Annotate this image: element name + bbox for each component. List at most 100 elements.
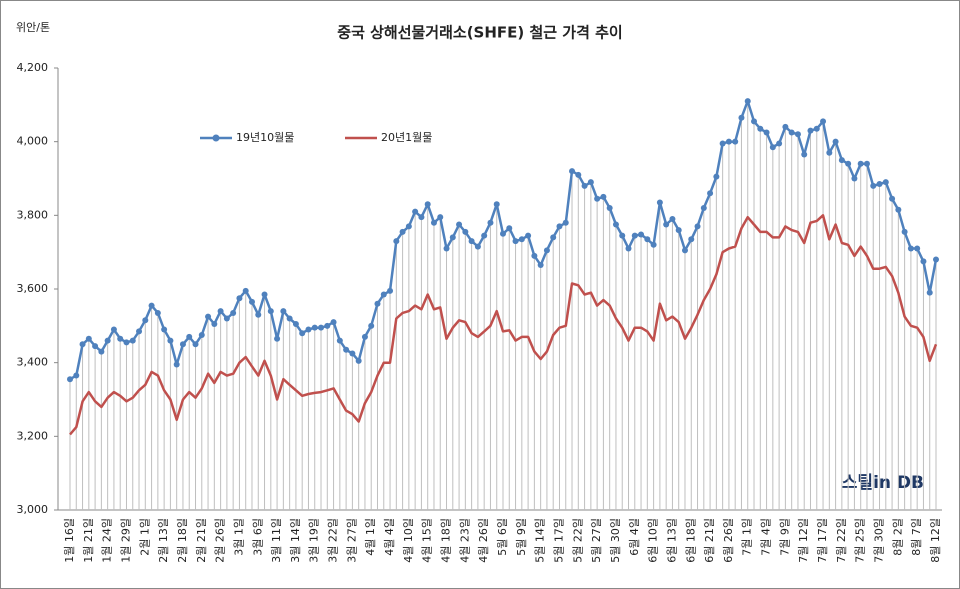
x-tick-label: 7월 1일 [740, 518, 754, 556]
point [393, 238, 400, 245]
point [518, 236, 525, 243]
point [380, 291, 387, 298]
point [575, 171, 582, 178]
point [493, 201, 500, 208]
point [820, 118, 827, 125]
point [537, 262, 544, 269]
watermark: 스틸in DB [842, 472, 924, 493]
point [876, 181, 883, 188]
point [569, 168, 576, 175]
point [230, 309, 237, 316]
x-tick-label: 3월 14일 [288, 518, 302, 563]
point [154, 309, 161, 316]
x-tick-label: 8월 7일 [909, 518, 923, 556]
x-tick-label: 6월 13일 [664, 518, 678, 563]
x-tick-label: 4월 1일 [363, 518, 377, 556]
point [719, 140, 726, 147]
point [198, 332, 205, 339]
point [430, 219, 437, 226]
point [267, 308, 274, 315]
x-tick-label: 2월 21일 [194, 518, 208, 563]
point [405, 223, 412, 230]
x-tick-label: 7월 25일 [853, 518, 867, 563]
x-tick-label: 3월 27일 [344, 518, 358, 563]
point [838, 157, 845, 164]
point [73, 372, 80, 379]
y-tick-label: 4,000 [17, 135, 49, 148]
point [299, 330, 306, 337]
point [769, 144, 776, 151]
point [525, 232, 532, 239]
point [644, 236, 651, 243]
point [663, 221, 670, 228]
x-tick-label: 7월 22일 [834, 518, 848, 563]
point [926, 289, 933, 296]
point [443, 245, 450, 252]
x-tick-label: 7월 30일 [872, 518, 886, 563]
x-tick-label: 4월 18일 [439, 518, 453, 563]
x-tick-label: 2월 1일 [137, 518, 151, 556]
x-tick-label: 5월 27일 [589, 518, 603, 563]
x-tick-label: 6월 10일 [646, 518, 660, 563]
x-tick-label: 1월 16일 [62, 518, 76, 563]
x-tick-label: 6월 18일 [683, 518, 697, 563]
point [933, 256, 939, 263]
point [581, 182, 588, 189]
x-tick-label: 1월 29일 [118, 518, 132, 563]
x-tick-label: 4월 4일 [382, 518, 396, 556]
point [550, 234, 557, 241]
point [110, 326, 117, 333]
point [374, 300, 381, 307]
point [813, 125, 820, 132]
point [179, 341, 186, 348]
legend-label: 19년10월물 [236, 131, 294, 144]
point [474, 243, 481, 250]
point [845, 160, 852, 167]
y-tick-label: 3,600 [17, 282, 49, 295]
point [600, 193, 607, 200]
legend-marker [212, 134, 220, 142]
x-tick-label: 4월 26일 [476, 518, 490, 563]
x-tick-label: 6월 21일 [702, 518, 716, 563]
x-tick-label: 7월 17일 [815, 518, 829, 563]
point [543, 247, 550, 254]
point [481, 232, 488, 239]
point [901, 228, 908, 235]
x-tick-label: 4월 23일 [457, 518, 471, 563]
y-tick-label: 3,400 [17, 356, 49, 369]
point [167, 337, 174, 344]
point [694, 223, 701, 230]
point [738, 114, 745, 121]
point [387, 287, 394, 294]
point [914, 245, 921, 252]
point [638, 231, 645, 238]
point [349, 350, 356, 357]
point [79, 341, 86, 348]
point [619, 232, 626, 239]
x-tick-label: 2월 13일 [156, 518, 170, 563]
x-tick-label: 1월 24일 [100, 518, 114, 563]
point [343, 346, 350, 353]
point [863, 160, 870, 167]
point [318, 324, 325, 331]
point [594, 195, 601, 202]
point [725, 138, 732, 145]
x-tick-label: 6월 26일 [721, 518, 735, 563]
point [286, 315, 293, 322]
point [223, 315, 230, 322]
point [782, 123, 789, 130]
point [556, 223, 563, 230]
point [424, 201, 431, 208]
point [255, 311, 262, 318]
point [631, 232, 638, 239]
point [148, 302, 155, 309]
point [117, 335, 124, 342]
point [104, 337, 111, 344]
point [324, 322, 331, 329]
point [500, 230, 506, 237]
point [669, 216, 676, 223]
x-tick-label: 6월 4일 [627, 518, 641, 556]
point [261, 291, 268, 298]
